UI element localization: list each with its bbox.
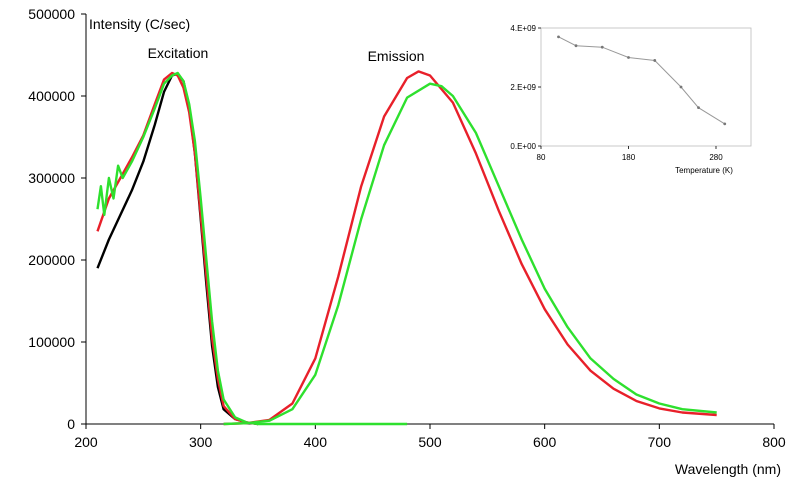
inset-data-point	[723, 122, 727, 126]
excitation-line-1	[96, 71, 259, 426]
inset-plot-area	[540, 27, 752, 147]
inset-y-tick-label: 0.E+00	[510, 142, 536, 151]
x-tick-label: 800	[762, 434, 786, 450]
inset-x-tick-label: 280	[709, 153, 723, 162]
excitation-line-0	[96, 72, 259, 426]
y-tick-label: 300000	[28, 170, 75, 186]
y-tick-label: 100000	[28, 334, 75, 350]
y-axis-label: Intensity (C/sec)	[89, 16, 190, 32]
y-tick-label: 200000	[28, 252, 75, 268]
y-tick-label: 400000	[28, 88, 75, 104]
inset-y-tick-label: 4.E+09	[510, 24, 536, 33]
x-tick-label: 600	[533, 434, 557, 450]
inset-temperature-line	[558, 36, 726, 125]
inset-x-axis-label: Temperature (K)	[675, 166, 733, 175]
inset-data-point	[557, 35, 560, 39]
inset-data-point	[600, 45, 604, 49]
inset-data-point	[679, 85, 683, 89]
annotation-excitation: Excitation	[148, 45, 209, 61]
x-tick-label: 200	[74, 434, 98, 450]
inset-data-point	[697, 106, 700, 110]
inset-data-point	[574, 44, 578, 48]
inset-data-point	[627, 56, 630, 59]
y-tick-label: 0	[67, 416, 75, 432]
x-tick-label: 700	[648, 434, 672, 450]
x-tick-label: 400	[304, 434, 328, 450]
inset-y-tick-label: 2.E+09	[510, 83, 536, 92]
inset-x-tick-label: 80	[537, 153, 546, 162]
inset-chart: 80 180 280 0.E+00 2.E+09 4.E+09 Temperature (…	[510, 24, 752, 175]
excitation-line-2	[96, 71, 408, 426]
emission-line-0	[223, 70, 717, 426]
inset-ticks: 80 180 280 0.E+00 2.E+09 4.E+09	[510, 24, 723, 162]
emission-line-1	[223, 82, 717, 426]
y-tick-label: 500000	[28, 6, 75, 22]
main-ticks: 200 300 400 500 600 700 800 0 100000 200000 300000…	[28, 6, 786, 450]
inset-series	[557, 35, 727, 126]
x-axis-label: Wavelength (nm)	[675, 461, 781, 477]
x-tick-label: 500	[418, 434, 442, 450]
annotation-emission: Emission	[368, 48, 425, 64]
inset-x-tick-label: 180	[622, 153, 636, 162]
x-tick-label: 300	[189, 434, 213, 450]
inset-data-point	[653, 59, 657, 62]
main-series	[96, 70, 717, 426]
